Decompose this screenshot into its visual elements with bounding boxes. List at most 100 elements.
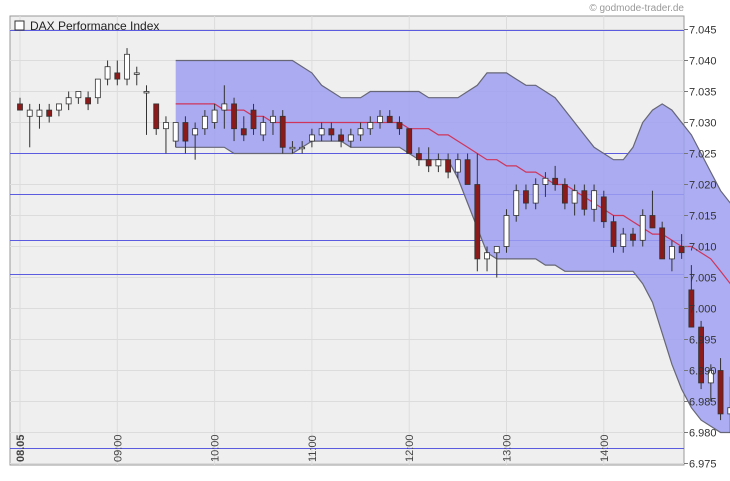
chart-title: DAX Performance Index	[30, 19, 159, 33]
candle-body	[240, 128, 247, 136]
candle-body	[36, 109, 43, 117]
candle-body	[591, 190, 597, 210]
y-tick-label: 7.010	[689, 242, 717, 254]
candle-body	[94, 78, 101, 99]
bollinger-upper-line	[175, 59, 730, 204]
candle-body	[270, 115, 276, 123]
candle-body	[513, 190, 520, 216]
candle-body	[532, 184, 539, 204]
y-tick-label: 6.995	[689, 335, 717, 347]
candle-body	[727, 407, 730, 415]
candle-body	[182, 122, 189, 142]
candle-body	[65, 97, 72, 105]
candle-body	[561, 184, 568, 204]
candle-body	[425, 159, 432, 167]
candle-body	[163, 122, 169, 130]
candle-body	[17, 103, 23, 111]
candle-body	[600, 196, 607, 223]
candle-body	[114, 72, 121, 80]
y-tick-label: 6.985	[689, 397, 717, 409]
legend-swatch	[14, 20, 25, 31]
candle-body	[620, 233, 627, 247]
candle-body	[571, 190, 578, 204]
y-tick-label: 7.015	[689, 211, 717, 223]
candle-body	[56, 103, 62, 111]
candle-body	[717, 370, 724, 415]
x-tick-label: 13:00	[502, 434, 514, 462]
candle-body	[474, 184, 481, 260]
x-tick-label: 14:00	[599, 434, 611, 462]
candle-body	[260, 122, 267, 136]
candle-body	[153, 103, 160, 130]
candle-body	[396, 122, 403, 130]
candle-body	[221, 103, 228, 111]
candle-body	[75, 91, 82, 99]
y-tick-label: 7.000	[689, 304, 717, 316]
candle-body	[104, 66, 111, 80]
candle-body	[133, 72, 140, 75]
candle-body	[581, 190, 588, 210]
candle-body	[279, 115, 286, 148]
candle-body	[503, 215, 510, 247]
y-tick-label: 7.030	[689, 118, 717, 130]
y-tick-label: 7.005	[689, 273, 717, 285]
y-tick-label: 7.020	[689, 180, 717, 192]
y-axis: 7.045 7.040 7.035 7.030 7.025 7.020 7.015 7.010…	[684, 25, 717, 471]
x-tick-label: 08.05	[15, 434, 27, 462]
candle-body	[289, 146, 296, 150]
candle-body	[143, 91, 150, 94]
y-tick-label: 7.025	[689, 149, 717, 161]
candle-body	[338, 134, 344, 142]
y-tick-label: 7.040	[689, 56, 717, 68]
candle-body	[464, 159, 471, 185]
candle-body	[318, 128, 325, 136]
y-tick-label: 6.990	[689, 366, 717, 378]
candle-body	[610, 221, 617, 247]
candle-body	[484, 252, 490, 260]
x-tick-label: 09:00	[112, 434, 124, 462]
candle-body	[688, 289, 695, 328]
candle-body	[26, 109, 33, 117]
candle-body	[211, 109, 218, 123]
candle-body	[669, 246, 675, 260]
candle-body	[124, 53, 130, 80]
candle-body	[299, 146, 306, 150]
candle-body	[454, 159, 461, 173]
candle-body	[308, 134, 315, 142]
candle-body	[445, 159, 452, 173]
candle-body	[172, 122, 179, 142]
candle-body	[328, 128, 335, 136]
candle-body	[659, 227, 666, 260]
x-tick-label: 12:00	[404, 434, 416, 462]
candle-body	[698, 326, 704, 384]
candle-body	[416, 153, 422, 161]
candle-body	[493, 246, 500, 254]
candle-body	[377, 115, 383, 123]
candle-body	[552, 177, 559, 185]
candle-body	[406, 128, 413, 154]
candle-body	[707, 370, 714, 384]
y-tick-label: 7.045	[689, 25, 717, 37]
candle-body	[347, 134, 354, 142]
candle-body	[85, 97, 92, 105]
candle-body	[192, 128, 199, 136]
y-tick-label: 6.980	[689, 428, 717, 440]
x-axis: 08.05 09:00 10:00 11:00 12:00 13:00 14:00	[15, 434, 611, 462]
candle-body	[678, 246, 685, 254]
candle-body	[367, 122, 374, 130]
x-tick-label: 10:00	[210, 434, 222, 462]
candle-body	[46, 109, 53, 117]
y-tick-label: 6.975	[689, 459, 717, 471]
bollinger-fill	[175, 60, 730, 433]
x-tick-label: 11:00	[307, 435, 319, 462]
candle-body	[542, 177, 549, 185]
candle-body	[201, 115, 208, 130]
candle-body	[523, 190, 529, 204]
candle-body	[231, 103, 237, 130]
candle-body	[649, 215, 656, 229]
candle-body	[357, 128, 364, 136]
candle-body	[250, 109, 257, 130]
y-tick-label: 7.035	[689, 87, 717, 99]
candle-body	[435, 159, 442, 167]
